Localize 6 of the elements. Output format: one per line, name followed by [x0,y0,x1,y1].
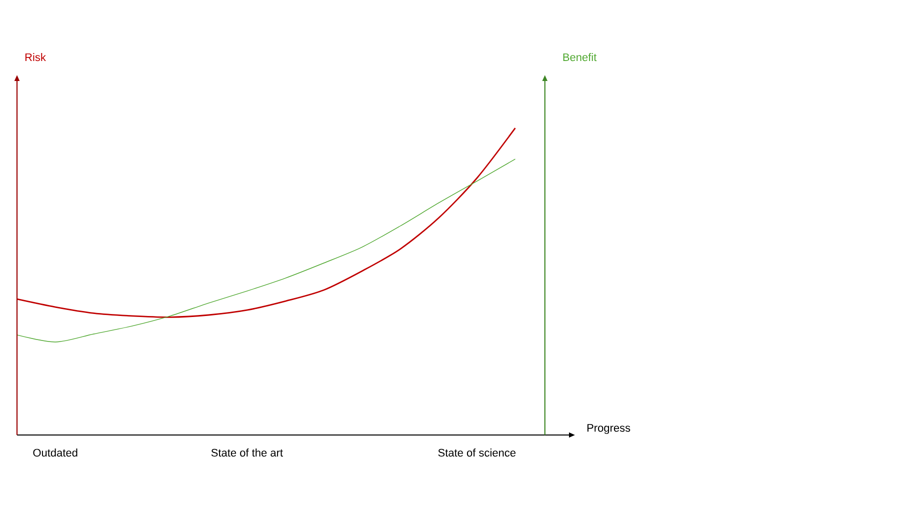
x-axis-title: Progress [587,424,630,434]
text: Benefit [563,53,597,62]
x-tick-label: State of the art [211,448,283,457]
x-tick-label: Outdated [33,448,78,457]
text: Risk [25,53,46,62]
x-tick-label: State of science [438,448,516,457]
